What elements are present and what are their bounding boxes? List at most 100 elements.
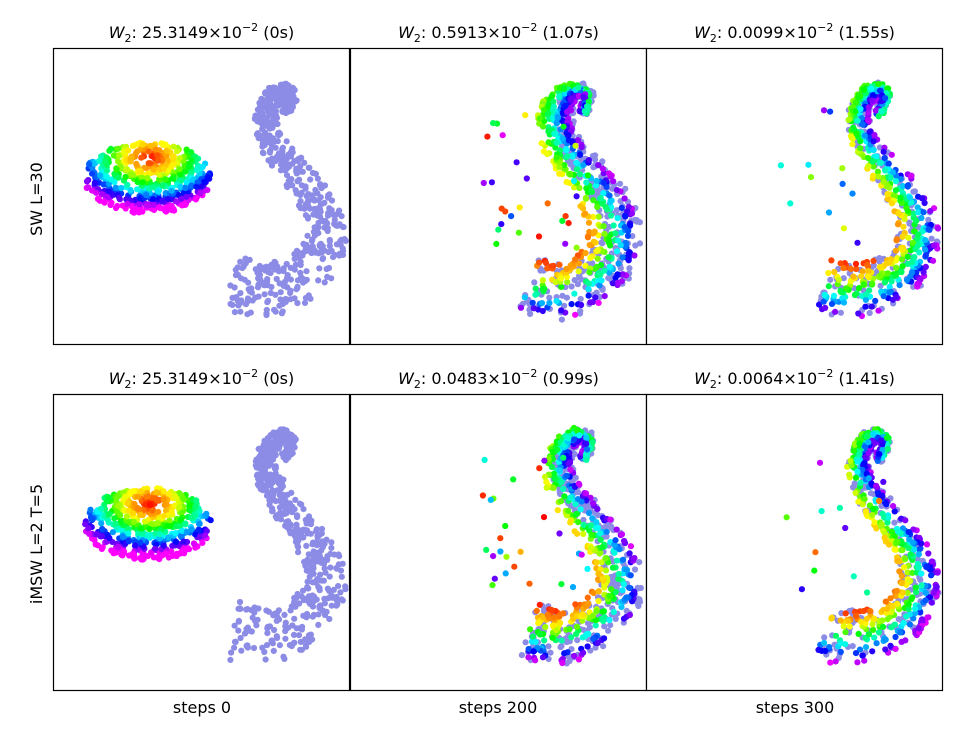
source-point bbox=[552, 144, 559, 151]
source-point bbox=[864, 262, 871, 269]
source-point bbox=[855, 285, 863, 292]
source-point bbox=[548, 263, 555, 270]
source-point bbox=[123, 165, 130, 173]
target-point bbox=[327, 564, 334, 571]
source-point bbox=[557, 275, 565, 282]
source-point bbox=[89, 170, 96, 177]
source-point bbox=[96, 157, 103, 164]
source-point bbox=[550, 103, 557, 110]
source-point bbox=[920, 209, 927, 216]
source-point bbox=[582, 250, 589, 257]
source-point bbox=[554, 114, 561, 121]
source-point bbox=[608, 586, 615, 593]
target-point bbox=[315, 583, 322, 591]
target-point bbox=[308, 237, 315, 245]
source-point bbox=[585, 280, 592, 287]
source-point bbox=[565, 507, 572, 514]
source-point bbox=[575, 268, 582, 275]
target-point bbox=[283, 260, 290, 268]
target-point bbox=[578, 276, 585, 283]
panel-0-1 bbox=[349, 47, 648, 346]
source-point bbox=[148, 549, 155, 556]
source-point bbox=[527, 626, 534, 633]
source-point bbox=[182, 167, 189, 174]
target-point bbox=[257, 107, 264, 114]
source-point bbox=[149, 507, 156, 514]
source-point bbox=[618, 278, 625, 285]
source-point bbox=[893, 264, 900, 271]
source-point bbox=[624, 208, 631, 215]
stray-point bbox=[839, 180, 846, 187]
source-point bbox=[918, 214, 925, 222]
source-point bbox=[585, 286, 592, 293]
target-point bbox=[280, 101, 287, 109]
source-point bbox=[170, 175, 177, 182]
source-point bbox=[93, 189, 100, 196]
source-point bbox=[129, 550, 136, 557]
target-point bbox=[228, 649, 235, 656]
source-point bbox=[875, 307, 882, 314]
source-point bbox=[619, 254, 626, 261]
source-point bbox=[884, 191, 891, 198]
stray-point bbox=[573, 244, 580, 251]
source-point bbox=[583, 497, 590, 504]
source-point bbox=[192, 531, 199, 538]
source-point bbox=[859, 121, 866, 128]
target-point bbox=[261, 461, 268, 468]
target-point bbox=[617, 265, 624, 272]
source-point bbox=[624, 232, 632, 239]
source-point bbox=[141, 518, 149, 525]
source-point bbox=[595, 213, 602, 220]
target-point bbox=[263, 607, 270, 614]
target-point bbox=[906, 219, 913, 226]
source-point bbox=[571, 528, 578, 535]
target-point bbox=[275, 607, 282, 614]
source-point bbox=[540, 285, 547, 292]
source-point bbox=[886, 289, 893, 296]
source-point bbox=[185, 163, 193, 170]
axes-frame bbox=[645, 47, 944, 346]
target-point bbox=[626, 265, 633, 272]
source-point bbox=[177, 517, 184, 524]
source-point bbox=[135, 207, 142, 214]
target-point bbox=[231, 309, 238, 316]
target-point bbox=[291, 594, 298, 601]
target-point bbox=[237, 634, 244, 642]
target-point bbox=[274, 444, 281, 451]
source-point bbox=[631, 252, 638, 259]
scatter-points bbox=[82, 426, 349, 663]
source-point bbox=[178, 195, 185, 202]
source-point bbox=[868, 85, 875, 92]
target-point bbox=[283, 172, 291, 179]
target-point bbox=[276, 94, 284, 101]
source-point bbox=[621, 195, 628, 202]
target-point bbox=[243, 625, 250, 633]
target-point bbox=[303, 643, 310, 650]
target-point bbox=[289, 450, 296, 457]
target-point bbox=[303, 527, 310, 534]
source-point bbox=[892, 257, 900, 264]
source-point bbox=[620, 581, 627, 588]
source-point bbox=[578, 144, 585, 151]
source-point bbox=[877, 87, 884, 94]
target-point bbox=[237, 308, 244, 315]
target-point bbox=[240, 263, 247, 270]
target-point bbox=[324, 273, 331, 280]
target-point bbox=[263, 311, 270, 319]
source-point bbox=[539, 123, 547, 130]
source-point bbox=[598, 277, 605, 284]
source-point bbox=[125, 530, 132, 537]
source-point bbox=[172, 530, 179, 537]
source-point bbox=[580, 162, 587, 169]
source-point bbox=[906, 194, 913, 201]
target-point bbox=[238, 647, 245, 654]
source-point bbox=[103, 173, 110, 180]
target-point bbox=[285, 82, 292, 89]
source-point bbox=[150, 201, 157, 208]
target-point bbox=[259, 136, 266, 143]
source-point bbox=[610, 222, 617, 229]
target-point bbox=[298, 626, 305, 633]
target-point bbox=[272, 308, 279, 315]
target-point bbox=[304, 232, 311, 239]
